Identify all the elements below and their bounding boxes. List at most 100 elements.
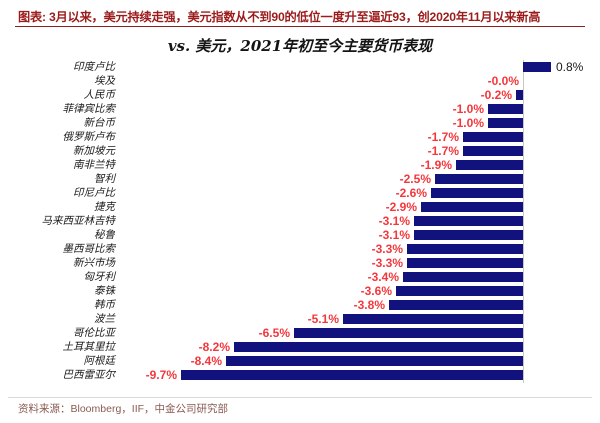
bar <box>414 216 523 226</box>
chart-row: 韩币 -3.8% <box>0 298 600 312</box>
chart-row: 埃及 -0.0% <box>0 74 600 88</box>
plot-area: -3.1% <box>115 228 600 242</box>
category-label: 新兴市场 <box>73 257 115 269</box>
value-label: -3.6% <box>360 284 392 298</box>
plot-area: -0.0% <box>115 74 600 88</box>
category-label: 哥伦比亚 <box>73 327 115 339</box>
value-label: -8.2% <box>198 340 230 354</box>
bar <box>435 174 523 184</box>
bar-chart: 印度卢比 0.8% 埃及 -0.0% 人民币 -0.2% 菲律宾比索 -1.0% 新台币 -1.0… <box>0 60 600 382</box>
chart-row: 波兰 -5.1% <box>0 312 600 326</box>
value-label: -5.1% <box>307 312 339 326</box>
bar <box>294 328 523 338</box>
chart-row: 马来西亚林吉特 -3.1% <box>0 214 600 228</box>
chart-row: 俄罗斯卢布 -1.7% <box>0 130 600 144</box>
chart-row: 泰铢 -3.6% <box>0 284 600 298</box>
plot-area: -1.7% <box>115 130 600 144</box>
bar <box>516 90 523 100</box>
category-label: 智利 <box>94 173 115 185</box>
category-label: 捷克 <box>94 201 115 213</box>
value-label: -2.5% <box>399 172 431 186</box>
category-label: 匈牙利 <box>83 271 116 283</box>
plot-area: -2.9% <box>115 200 600 214</box>
value-label: -3.4% <box>367 270 399 284</box>
category-label: 韩币 <box>94 299 115 311</box>
value-label: -0.2% <box>480 88 512 102</box>
value-label: -0.0% <box>487 74 519 88</box>
category-label: 墨西哥比索 <box>62 243 116 255</box>
plot-area: -1.9% <box>115 158 600 172</box>
plot-area: -3.1% <box>115 214 600 228</box>
category-label: 人民币 <box>83 89 116 101</box>
chart-row: 新加坡元 -1.7% <box>0 144 600 158</box>
category-label: 巴西雷亚尔 <box>62 369 116 381</box>
value-label: -1.9% <box>420 158 452 172</box>
category-label: 新加坡元 <box>73 145 115 157</box>
chart-row: 捷克 -2.9% <box>0 200 600 214</box>
plot-area: -6.5% <box>115 326 600 340</box>
bar <box>431 188 523 198</box>
bar <box>226 356 523 366</box>
value-label: 0.8% <box>556 60 584 74</box>
plot-area: -3.6% <box>115 284 600 298</box>
bar <box>488 118 523 128</box>
chart-row: 印尼卢比 -2.6% <box>0 186 600 200</box>
bar <box>396 286 523 296</box>
plot-area: -1.7% <box>115 144 600 158</box>
bar <box>488 104 523 114</box>
chart-row: 南非兰特 -1.9% <box>0 158 600 172</box>
value-label: -1.7% <box>427 130 459 144</box>
bar <box>456 160 523 170</box>
chart-row: 阿根廷 -8.4% <box>0 354 600 368</box>
caption-underline <box>15 26 585 27</box>
category-label: 南非兰特 <box>73 159 115 171</box>
value-label: -1.7% <box>427 144 459 158</box>
value-label: -1.0% <box>452 102 484 116</box>
bar <box>403 272 523 282</box>
category-label: 波兰 <box>94 313 115 325</box>
bar <box>234 342 523 352</box>
plot-area: -2.6% <box>115 186 600 200</box>
plot-area: -0.2% <box>115 88 600 102</box>
chart-row: 哥伦比亚 -6.5% <box>0 326 600 340</box>
bar <box>463 146 523 156</box>
chart-row: 土耳其里拉 -8.2% <box>0 340 600 354</box>
footer-divider <box>8 397 592 398</box>
value-label: -3.8% <box>353 298 385 312</box>
value-label: -9.7% <box>145 368 177 382</box>
category-label: 泰铢 <box>94 285 115 297</box>
chart-row: 新台币 -1.0% <box>0 116 600 130</box>
category-label: 菲律宾比索 <box>62 103 116 115</box>
value-label: -3.3% <box>371 256 403 270</box>
value-label: -1.0% <box>452 116 484 130</box>
plot-area: -3.4% <box>115 270 600 284</box>
chart-row: 巴西雷亚尔 -9.7% <box>0 368 600 382</box>
bar <box>343 314 523 324</box>
bar <box>463 132 523 142</box>
plot-area: -8.2% <box>115 340 600 354</box>
value-label: -3.1% <box>378 214 410 228</box>
bar <box>421 202 523 212</box>
category-label: 马来西亚林吉特 <box>41 215 116 227</box>
value-label: -8.4% <box>190 354 222 368</box>
plot-area: 0.8% <box>115 60 600 74</box>
value-label: -6.5% <box>258 326 290 340</box>
chart-row: 印度卢比 0.8% <box>0 60 600 74</box>
plot-area: -3.8% <box>115 298 600 312</box>
plot-area: -5.1% <box>115 312 600 326</box>
chart-row: 秘鲁 -3.1% <box>0 228 600 242</box>
category-label: 俄罗斯卢布 <box>62 131 116 143</box>
bar <box>389 300 523 310</box>
plot-area: -3.3% <box>115 256 600 270</box>
bar <box>407 258 523 268</box>
chart-row: 匈牙利 -3.4% <box>0 270 600 284</box>
category-label: 印度卢比 <box>73 61 115 73</box>
plot-area: -1.0% <box>115 102 600 116</box>
category-label: 阿根廷 <box>83 355 116 367</box>
chart-row: 智利 -2.5% <box>0 172 600 186</box>
chart-row: 菲律宾比索 -1.0% <box>0 102 600 116</box>
value-label: -3.3% <box>371 242 403 256</box>
chart-row: 人民币 -0.2% <box>0 88 600 102</box>
plot-area: -3.3% <box>115 242 600 256</box>
plot-area: -9.7% <box>115 368 600 382</box>
